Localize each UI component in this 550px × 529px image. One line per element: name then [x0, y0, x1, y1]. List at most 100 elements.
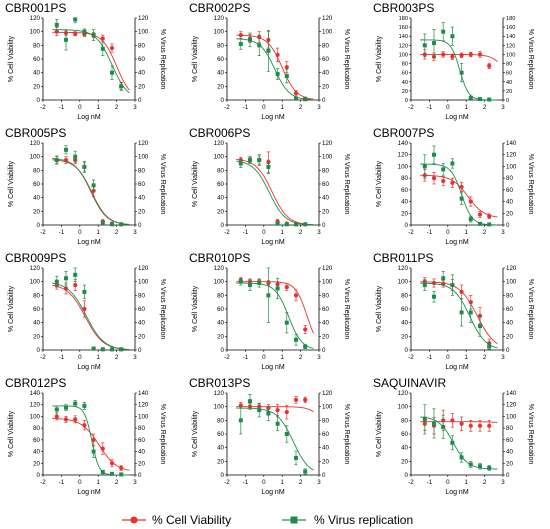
y-tick-label-left: 160: [399, 25, 408, 31]
y-tick-label-left: 0: [405, 472, 409, 479]
data-point-viability: [431, 280, 437, 286]
y-tick-label-left: 120: [214, 15, 225, 22]
y-tick-label-right: 140: [138, 390, 149, 397]
data-point-replication: [54, 407, 59, 412]
y-tick-label-left: 20: [33, 208, 40, 215]
x-tick-label: 3: [317, 104, 321, 111]
chart-title: CBR003PS: [373, 1, 434, 15]
legend: % Cell Viability % Virus replication: [0, 500, 550, 529]
y-tick-label-right: 20: [506, 210, 513, 217]
x-tick-label: 1: [96, 354, 100, 361]
data-point-replication: [432, 41, 436, 46]
data-point-replication: [303, 97, 308, 102]
data-point-replication: [64, 147, 68, 152]
data-point-replication: [91, 346, 96, 351]
data-point-replication: [248, 158, 252, 163]
fit-curve-viability: [420, 281, 498, 345]
y-tick-label-left: 120: [398, 390, 409, 397]
data-point-viability: [487, 63, 492, 68]
y-tick-label-right: 80: [322, 167, 329, 174]
x-tick-label: 2: [299, 104, 303, 111]
x-tick-label: 3: [501, 229, 505, 236]
y-tick-label-right: 100: [506, 279, 517, 286]
x-axis-label: Log nM: [445, 239, 469, 246]
y-tick-label-left: 40: [217, 195, 224, 202]
y-tick-label-right: 120: [138, 402, 149, 409]
data-point-replication: [100, 470, 105, 475]
fit-curve-viability: [52, 31, 130, 91]
x-tick-label: -1: [243, 479, 249, 486]
y-tick-label-left: 40: [401, 320, 408, 327]
y-tick-label-left: 0: [221, 472, 225, 479]
x-tick-label: -2: [40, 104, 46, 111]
data-point-replication: [284, 222, 289, 227]
y-tick-label-left: 80: [402, 62, 408, 68]
y-tick-label-right: 0: [138, 97, 142, 104]
data-point-replication: [275, 221, 280, 226]
data-point-viability: [431, 176, 437, 181]
data-point-replication: [248, 399, 252, 404]
chart-title: CBR007PS: [373, 126, 434, 140]
data-point-replication: [294, 222, 298, 227]
y-tick-label-left: 60: [401, 306, 408, 313]
y-tick-label-right: 40: [138, 449, 145, 456]
y-tick-label-right: 140: [506, 34, 515, 40]
y-tick-label-left: 20: [217, 208, 224, 215]
y-tick-label-right: 20: [138, 333, 145, 340]
chart-title: SAQUINAVIR: [373, 376, 446, 390]
y-tick-label-right: 100: [322, 404, 333, 411]
data-point-viability: [468, 199, 473, 204]
y-tick-label-left: 40: [217, 70, 224, 77]
x-tick-label: 0: [446, 229, 450, 236]
x-tick-label: 3: [501, 104, 505, 111]
x-tick-label: 3: [133, 479, 137, 486]
data-point-replication: [91, 449, 96, 454]
data-point-replication: [432, 294, 436, 299]
data-point-replication: [303, 222, 308, 227]
legend-viability-label: % Cell Viability: [152, 513, 232, 527]
data-point-replication: [441, 276, 446, 281]
fit-curve-viability: [236, 406, 314, 413]
data-point-replication: [82, 164, 87, 169]
y-tick-label-left: 60: [402, 71, 408, 77]
y-tick-label-right: 0: [506, 222, 510, 229]
data-point-viability: [284, 410, 289, 415]
x-tick-label: 2: [115, 354, 119, 361]
x-tick-label: 1: [96, 479, 100, 486]
legend-replication-marker: [290, 516, 298, 524]
data-point-replication: [441, 167, 446, 172]
x-tick-label: 2: [483, 354, 487, 361]
data-point-replication: [266, 411, 271, 416]
y-tick-label-right: 0: [138, 472, 142, 479]
y-tick-label-right: 80: [506, 175, 513, 182]
y-tick-label-right: 80: [138, 425, 145, 432]
y-tick-label-left: 80: [217, 167, 224, 174]
x-tick-label: 0: [78, 104, 82, 111]
x-tick-label: 1: [464, 229, 468, 236]
y-tick-label-right: 60: [138, 437, 145, 444]
x-tick-label: 3: [317, 354, 321, 361]
x-tick-label: 1: [464, 479, 468, 486]
x-tick-label: 2: [299, 479, 303, 486]
y-axis-label-left: % Cell Viability: [192, 285, 199, 332]
chart-panel-3: CBR003PS02040608010012014016018002040608…: [373, 1, 534, 121]
data-point-replication: [303, 344, 308, 349]
y-tick-label-left: 20: [217, 83, 224, 90]
x-tick-label: -2: [40, 354, 46, 361]
data-point-viability: [477, 212, 483, 217]
x-tick-label: -2: [408, 479, 414, 486]
x-axis-label: Log nM: [261, 114, 285, 121]
y-tick-label-left: 0: [221, 222, 225, 229]
y-tick-label-left: 140: [398, 140, 409, 147]
x-tick-label: -1: [427, 354, 433, 361]
chart-title: CBR010PS: [189, 251, 250, 265]
y-tick-label-right: 140: [506, 140, 517, 147]
data-point-replication: [238, 161, 243, 166]
data-point-viability: [459, 184, 464, 190]
y-tick-label-left: 80: [33, 167, 40, 174]
y-tick-label-left: 60: [217, 56, 224, 63]
y-tick-label-right: 80: [506, 425, 513, 432]
fit-curve-viability: [52, 418, 130, 471]
x-axis-label: Log nM: [77, 114, 101, 121]
